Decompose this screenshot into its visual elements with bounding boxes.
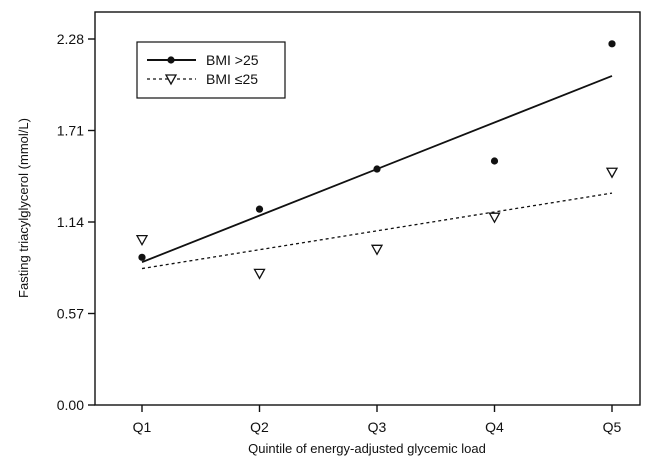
legend-marker-bmi-25-or-less <box>164 74 178 86</box>
point-bmi-25-or-less <box>135 235 149 246</box>
y-tick-label: 2.28 <box>57 31 84 47</box>
legend: BMI >25 BMI ≤25 <box>136 41 286 99</box>
point-bmi-over-25 <box>608 40 616 48</box>
x-axis: Q1 Q2 Q3 Q4 Q5 <box>133 405 622 435</box>
point-bmi-over-25 <box>138 253 146 261</box>
point-bmi-over-25 <box>373 165 381 173</box>
x-axis-title: Quintile of energy-adjusted glycemic loa… <box>248 441 486 456</box>
x-tick-label: Q4 <box>485 419 504 435</box>
fit-line-series-1 <box>141 192 613 270</box>
y-tick-label: 0.57 <box>57 306 84 322</box>
legend-label-bmi-25-or-less: BMI ≤25 <box>206 71 258 87</box>
x-tick-label: Q5 <box>603 419 622 435</box>
y-tick-label: 1.71 <box>57 123 84 139</box>
point-bmi-25-or-less <box>253 268 266 280</box>
y-tick-label: 0.00 <box>57 397 84 413</box>
point-bmi-25-or-less <box>370 244 384 256</box>
legend-label-bmi-over-25: BMI >25 <box>206 52 259 68</box>
point-bmi-over-25 <box>255 205 264 213</box>
legend-marker-bmi-over-25 <box>167 56 175 64</box>
legend-box <box>136 41 286 99</box>
x-tick-label: Q2 <box>250 419 269 435</box>
x-tick-label: Q1 <box>133 419 152 435</box>
point-bmi-25-or-less <box>488 212 501 224</box>
point-bmi-over-25 <box>490 157 499 165</box>
plot-frame <box>94 11 641 406</box>
point-bmi-25-or-less <box>605 167 619 179</box>
y-axis-title: Fasting triacylglycerol (mmol/L) <box>16 118 31 298</box>
data-points <box>135 40 619 280</box>
y-axis: 0.00 0.57 1.14 1.71 2.28 <box>57 31 95 413</box>
x-tick-label: Q3 <box>368 419 387 435</box>
y-tick-label: 1.14 <box>57 214 84 230</box>
